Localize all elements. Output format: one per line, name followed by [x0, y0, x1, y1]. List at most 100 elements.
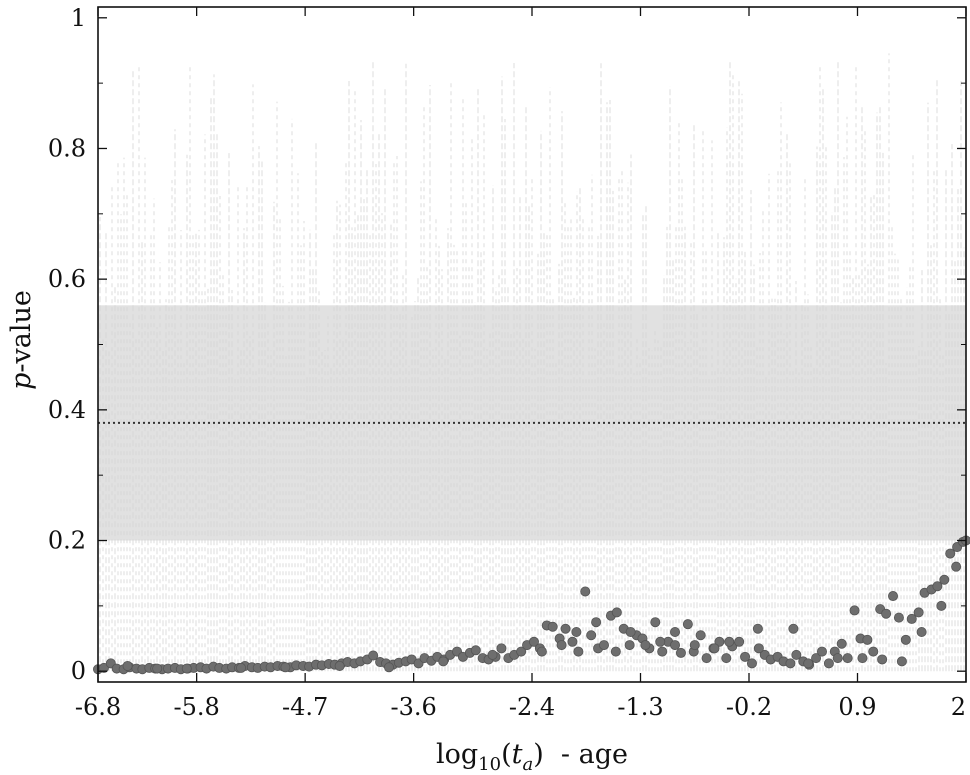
x-tick-label: -1.3: [617, 693, 663, 721]
data-point: [836, 638, 847, 649]
data-point: [734, 636, 745, 647]
data-point: [470, 645, 481, 656]
data-point: [610, 646, 621, 657]
data-point: [951, 561, 962, 572]
x-tick-label: -6.8: [75, 693, 121, 721]
data-point: [746, 658, 757, 669]
background-envelope: [99, 53, 965, 672]
data-point: [573, 646, 584, 657]
data-point: [862, 634, 873, 645]
y-tick-label: 0.6: [48, 265, 86, 293]
data-point: [516, 646, 527, 657]
y-axis-title-suffix: -value: [6, 290, 37, 372]
x-axis-title: log10(ta) - age: [436, 739, 628, 775]
y-axis-title: p-value: [6, 290, 37, 390]
y-tick-label: 0: [71, 657, 86, 685]
x-axis-title-open: (: [501, 739, 512, 770]
data-point: [936, 600, 947, 611]
x-axis-title-base: 10: [478, 754, 501, 775]
data-point: [496, 643, 507, 654]
x-axis-title-var-sub: a: [522, 754, 533, 775]
y-tick-label: 0.8: [48, 134, 86, 162]
data-point: [752, 623, 763, 634]
data-point: [571, 626, 582, 637]
data-point: [670, 626, 681, 637]
data-point: [567, 636, 578, 647]
data-point: [721, 653, 732, 664]
data-point: [916, 626, 927, 637]
x-tick-label: -2.4: [509, 693, 555, 721]
x-axis-title-log: log: [436, 739, 478, 770]
data-point: [122, 660, 133, 671]
data-point: [888, 591, 899, 602]
data-point: [857, 653, 868, 664]
data-point: [788, 623, 799, 634]
data-point: [785, 658, 796, 669]
y-tick-label: 1: [71, 4, 86, 32]
data-point: [740, 651, 751, 662]
data-point: [536, 646, 547, 657]
data-point: [753, 643, 764, 654]
data-point: [181, 663, 192, 674]
data-point: [791, 649, 802, 660]
data-point: [528, 636, 539, 647]
data-point: [334, 660, 345, 671]
data-point: [611, 607, 622, 618]
data-point: [640, 640, 651, 651]
data-point: [945, 548, 956, 559]
data-point: [701, 653, 712, 664]
data-point: [932, 581, 943, 592]
data-point: [236, 662, 247, 673]
data-point: [98, 662, 109, 673]
x-tick-label: 2: [951, 693, 966, 721]
data-point: [709, 643, 720, 654]
data-point: [591, 617, 602, 628]
data-point: [939, 574, 950, 585]
data-point: [900, 634, 911, 645]
data-point: [695, 630, 706, 641]
data-point: [650, 617, 661, 628]
data-point: [438, 656, 449, 667]
data-point: [670, 640, 681, 651]
data-point: [655, 636, 666, 647]
x-tick-labels: -6.8 -5.8 -4.7 -3.6 -2.4 -1.3 -0.2 0.9 2: [75, 693, 966, 721]
data-point: [896, 656, 907, 667]
data-point: [547, 621, 558, 632]
x-axis-title-var: t: [512, 739, 523, 770]
data-point: [624, 640, 635, 651]
data-point: [682, 619, 693, 630]
data-point: [893, 612, 904, 623]
data-point: [625, 626, 636, 637]
data-point: [280, 662, 291, 673]
data-point: [881, 608, 892, 619]
data-point: [599, 640, 610, 651]
axis-ticks: [97, 7, 967, 682]
data-point: [586, 630, 597, 641]
x-tick-label: -5.8: [173, 693, 219, 721]
data-point: [383, 662, 394, 673]
data-point: [803, 658, 814, 669]
data-point: [657, 646, 668, 657]
plot-area: [93, 6, 970, 683]
data-point: [906, 613, 917, 624]
data-point: [368, 650, 379, 661]
data-points: [93, 535, 970, 675]
data-point: [913, 607, 924, 618]
y-tick-label: 0.2: [48, 527, 86, 555]
data-point: [689, 640, 700, 651]
x-tick-label: -3.6: [390, 693, 436, 721]
data-point: [675, 647, 686, 658]
data-point: [152, 663, 163, 674]
data-point: [811, 653, 822, 664]
data-point: [487, 649, 498, 660]
y-axis-title-var: p: [6, 373, 37, 390]
data-point: [580, 586, 591, 597]
data-point: [724, 636, 735, 647]
data-point: [823, 658, 834, 669]
data-point: [560, 623, 571, 634]
data-point: [877, 654, 888, 665]
y-tick-labels: 0 0.2 0.4 0.6 0.8 1: [48, 4, 86, 685]
x-tick-label: -4.7: [282, 693, 328, 721]
data-point: [556, 640, 567, 651]
